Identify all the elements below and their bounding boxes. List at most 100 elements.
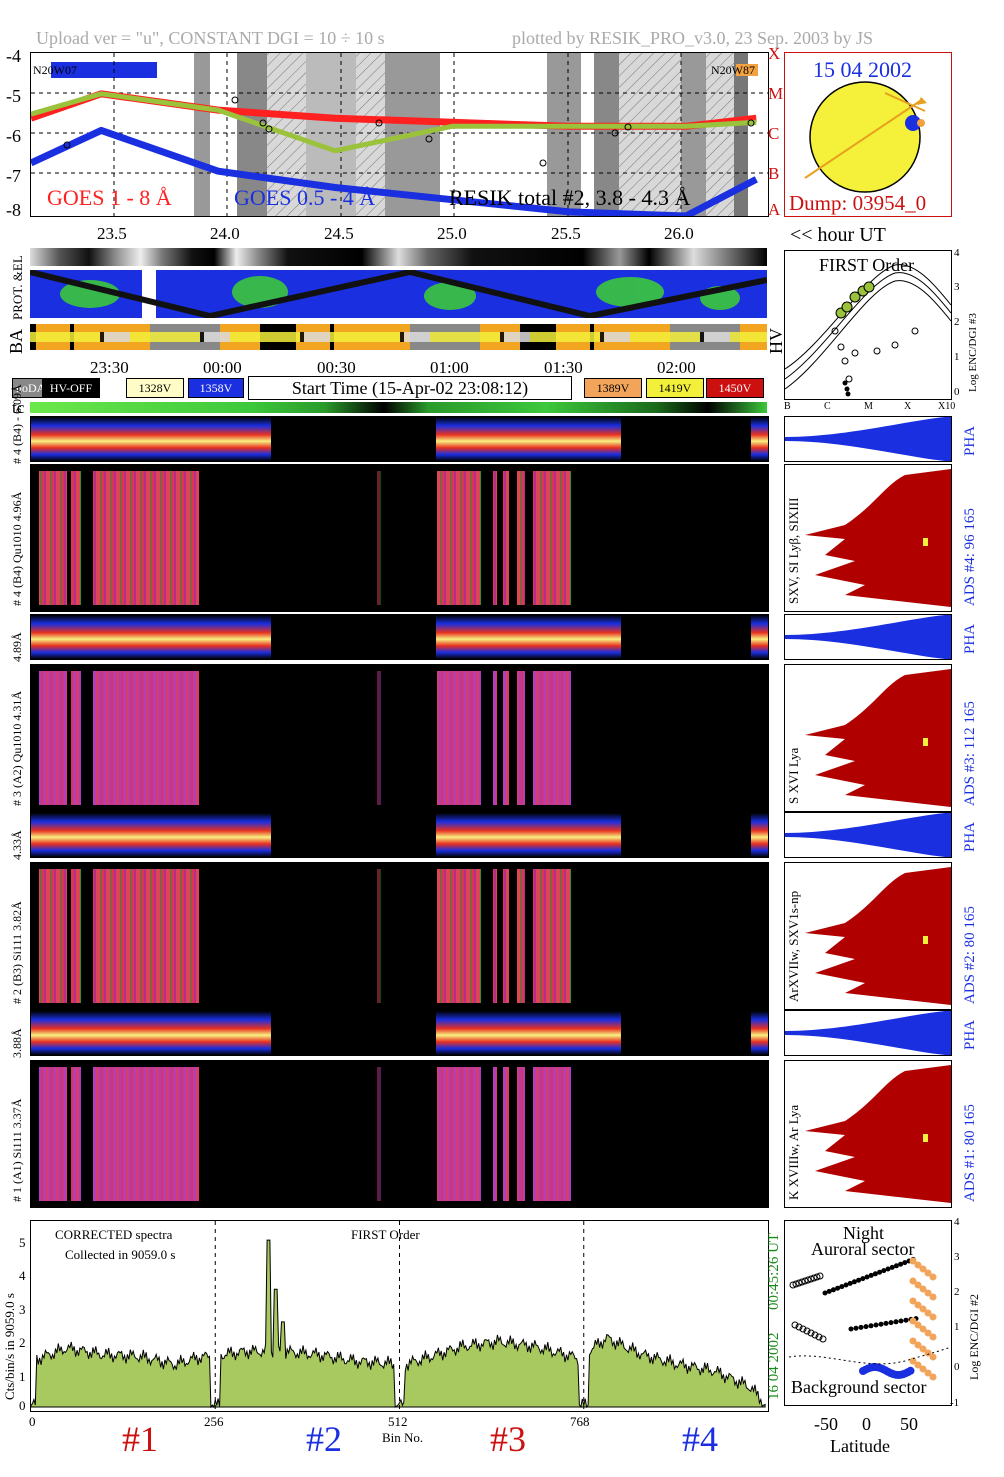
lat-point — [860, 1276, 866, 1282]
goes-long-label: GOES 1 - 8 Å — [47, 185, 172, 210]
spectrometer-label: #3 — [490, 1419, 526, 1459]
lat-point — [843, 1282, 849, 1288]
lat-xtick: 50 — [900, 1414, 918, 1434]
legend-1389v: 1389V — [584, 378, 642, 398]
dump-id: Dump: 03954_0 — [789, 191, 927, 215]
fo-ytick: 1 — [954, 351, 960, 363]
blue-flag — [51, 62, 157, 78]
spectra-title: FIRST Order — [351, 1227, 420, 1242]
time-tick: 02:00 — [657, 358, 696, 377]
spec-ytick: 2 — [19, 1335, 26, 1350]
spectrogram — [30, 1060, 769, 1208]
channel-label: # 1 (A1) Si111 3.37Å — [10, 1098, 24, 1202]
goes-series-line — [31, 91, 757, 154]
lat-point — [839, 1284, 845, 1290]
hour-tick: 23.5 — [97, 224, 127, 243]
legend-1358v: 1358V — [188, 378, 244, 398]
fo-xtick: X10 — [938, 401, 956, 412]
lat-ytick: 4 — [954, 1216, 960, 1228]
lat-point — [924, 1349, 932, 1357]
ads-histogram — [784, 664, 952, 812]
lat-point — [929, 1353, 937, 1361]
ads-label: ADS #1: 80 165 — [962, 1104, 978, 1202]
goes-class: A — [768, 200, 781, 219]
hour-unit: << hour UT — [790, 224, 886, 246]
pha-histogram — [784, 812, 952, 858]
ads-histogram — [784, 1060, 952, 1208]
eclipse-zone — [681, 53, 706, 216]
sun-disk-svg — [804, 81, 927, 193]
lat-point — [819, 1335, 827, 1343]
latitude-panel: Night Auroral sector Background sector — [784, 1220, 952, 1406]
goes-plot — [31, 53, 768, 216]
lat-point — [893, 1319, 899, 1325]
lat-point — [807, 1329, 815, 1337]
legend-hvoff: HV-OFF — [42, 378, 100, 398]
lat-point — [853, 1325, 859, 1331]
lat-point — [919, 1305, 927, 1313]
plot-credit: plotted by RESIK_PRO_v3.0, 23 Sep. 2003 … — [512, 28, 874, 48]
spec-ytick: 5 — [19, 1235, 26, 1250]
lat-point — [815, 1333, 823, 1341]
time-tick: 01:00 — [430, 358, 469, 377]
pha-channel-label: 4.89Å — [10, 632, 24, 662]
fo-xtick: X — [904, 401, 912, 412]
resik-total-label: RESIK total #2, 3.8 - 4.3 Å — [449, 185, 691, 210]
pha-strip — [30, 812, 769, 858]
goes-ytick: -4 — [6, 46, 21, 66]
lat-point — [801, 1277, 809, 1285]
tc-label: tc — [12, 398, 25, 417]
goes-ytick: -7 — [6, 166, 21, 186]
tc-strip — [30, 402, 767, 413]
lat-point — [909, 1317, 917, 1325]
channel-label: # 3 (A2) Qu1010 4.31Å — [10, 691, 24, 806]
goes-ytick: -8 — [6, 200, 21, 220]
lat-point — [868, 1323, 874, 1329]
fo-ytick: 4 — [954, 247, 960, 259]
legend-1450v: 1450V — [706, 378, 764, 398]
lat-point — [909, 1257, 917, 1265]
lat-point — [914, 1321, 922, 1329]
lat-point — [909, 1277, 917, 1285]
hour-tick: 24.0 — [210, 224, 240, 243]
lat-point — [883, 1320, 889, 1326]
lat-point — [863, 1324, 869, 1330]
goes-ytick: -5 — [6, 86, 21, 106]
lat-point — [914, 1301, 922, 1309]
active-region-left: N20W07 — [33, 63, 77, 77]
lat-point — [885, 1266, 891, 1272]
background-label: Background sector — [791, 1377, 927, 1397]
spectra-note-2: Collected in 9059.0 s — [65, 1247, 176, 1262]
fo-xtick: M — [864, 401, 873, 412]
goes-short-label: GOES 0.5 - 4 Å — [234, 185, 376, 210]
spectra-note-1: CORRECTED spectra — [55, 1227, 173, 1242]
spectra-date: 16 04 2002 — [766, 1332, 782, 1401]
active-region-marker — [905, 115, 921, 131]
lat-point — [856, 1277, 862, 1283]
lat-ytick: 1 — [954, 1321, 960, 1333]
eclipse-zone — [237, 53, 267, 216]
time-tick: 00:00 — [203, 358, 242, 377]
pha-side-label: PHA — [962, 821, 978, 852]
channel-label: # 4 (B4) Qu1010 4.96Å — [10, 491, 24, 606]
lat-point — [914, 1341, 922, 1349]
spectra-ylabel: Cts/bin/s in 9059.0 s — [2, 1293, 17, 1400]
ads-line-label: K XVIIIw, Ar Lya — [786, 1104, 801, 1200]
night-label: Night — [843, 1223, 885, 1243]
ba-strip — [30, 324, 767, 350]
lat-point — [914, 1281, 922, 1289]
lat-point — [813, 1273, 821, 1281]
spec-xtick: 768 — [570, 1414, 590, 1429]
ba-label: BA — [6, 328, 26, 354]
lat-point — [929, 1333, 937, 1341]
fo-ylabel: Log ENC/DGI #3 — [967, 313, 979, 392]
hour-tick: 24.5 — [324, 224, 354, 243]
time-tick: 00:30 — [317, 358, 356, 377]
lat-point — [929, 1273, 937, 1281]
lat-point — [864, 1274, 870, 1280]
upload-info: Upload ver = "u", CONSTANT DGI = 10 ÷ 10… — [36, 28, 385, 48]
pha-channel-label: # 4 (B4) - 6.09Å — [10, 384, 24, 464]
lat-point — [795, 1323, 803, 1331]
fo-xtick: B — [784, 401, 791, 412]
spectrometer-label: #4 — [682, 1419, 718, 1459]
